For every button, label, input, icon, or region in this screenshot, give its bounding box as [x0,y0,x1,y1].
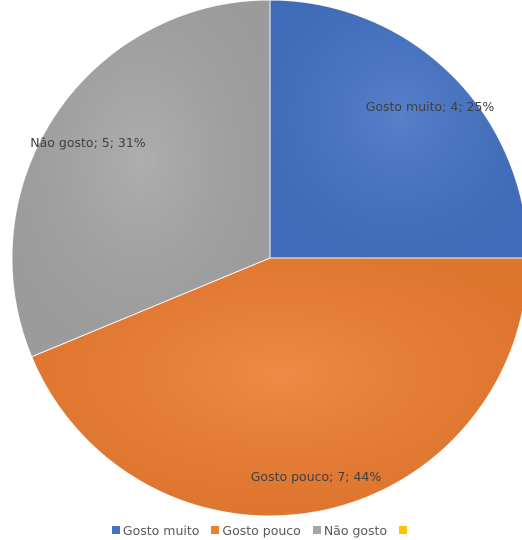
legend-label: Não gosto [323,522,388,538]
legend-item-0: Gosto muito [111,522,200,538]
legend-label: Gosto pouco [222,522,301,538]
data-label-2: Não gosto; 5; 31% [30,135,146,150]
legend-swatch-icon [312,526,321,534]
legend-swatch-icon [211,526,220,534]
data-label-0: Gosto muito; 4; 25% [366,99,495,114]
legend-item-1: Gosto pouco [211,522,301,538]
legend-item-2: Não gosto [312,522,388,538]
data-label-1: Gosto pouco; 7; 44% [251,469,382,484]
legend-swatch-icon [399,526,408,534]
legend-item-3 [399,526,410,534]
legend-swatch-icon [111,526,120,534]
legend-label: Gosto muito [122,522,200,538]
chart-legend: Gosto muito Gosto pouco Não gosto [0,520,522,540]
pie-slice-gosto-muito [269,0,522,259]
